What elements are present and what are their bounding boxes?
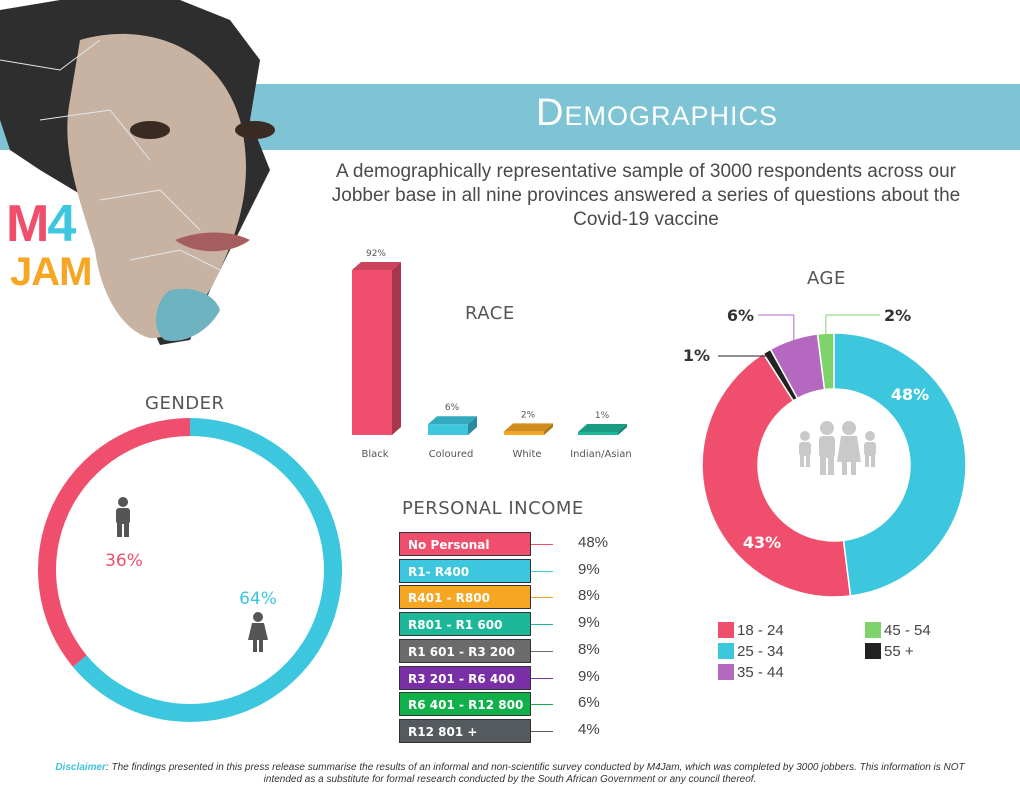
- age-label-18-24: 43%: [743, 533, 781, 552]
- disclaimer-label: Disclaimer: [55, 762, 106, 773]
- page-title: Demographics: [536, 92, 778, 134]
- race-category-label: Coloured: [429, 449, 474, 460]
- age-label-25-34: 48%: [891, 385, 929, 404]
- gender-label-male: 36%: [105, 551, 143, 571]
- income-connector: [531, 570, 553, 572]
- age-donut-chart: 48% 43% 6% 2% 1%: [683, 306, 967, 598]
- legend-swatch-55-plus: [865, 643, 881, 659]
- income-value-r1-r400: 9%: [578, 560, 600, 578]
- income-connector: [531, 597, 553, 599]
- race-title: RACE: [465, 303, 515, 324]
- gender-slice-male: [38, 418, 191, 667]
- income-row-r1-r400: R1- R400: [399, 558, 531, 583]
- income-row-r6-401-r12-800: R6 401 - R12 800: [399, 692, 531, 717]
- income-title: PERSONAL INCOME: [402, 498, 584, 519]
- income-value-r801-r1-600: 9%: [578, 614, 600, 632]
- africa-face-illustration: [0, 0, 275, 345]
- logo-m: M: [6, 195, 49, 253]
- gender-title: GENDER: [145, 393, 225, 414]
- age-callout-45-54: [825, 314, 880, 336]
- female-icon: [248, 612, 268, 652]
- male-icon: [116, 497, 130, 537]
- income-row-no-personal-income: No Personal Income: [399, 532, 531, 576]
- legend-label-18-24: 18 - 24: [737, 622, 784, 639]
- logo-jam: JAM: [10, 250, 92, 294]
- intro-text: A demographically representative sample …: [331, 161, 961, 230]
- legend-swatch-45-54: [865, 622, 881, 638]
- gender-donut-chart: 36% 64%: [38, 418, 342, 722]
- age-label-35-44: 6%: [727, 306, 754, 325]
- income-value-r401-r800: 8%: [578, 587, 600, 605]
- gender-slice-female: [72, 418, 342, 722]
- legend-swatch-18-24: [718, 622, 734, 638]
- race-category-label: Black: [361, 449, 388, 460]
- age-slice-35-44: [769, 333, 826, 400]
- income-connector: [531, 730, 553, 732]
- income-connector: [531, 677, 553, 679]
- income-row-r401-r800: R401 - R800: [399, 585, 531, 610]
- income-row-r12-801: R12 801 +: [399, 718, 531, 743]
- race-bar-chart: 92% Black 6% Coloured 2% White 1% Indian/Asian: [352, 249, 632, 460]
- age-title: AGE: [807, 268, 846, 289]
- race-value-label: 1%: [595, 411, 610, 421]
- age-callout-35-44: [758, 314, 795, 342]
- age-label-55-plus: 1%: [683, 346, 710, 365]
- age-slice-25-34: [833, 332, 967, 597]
- income-value-r3-201-r6-400: 9%: [578, 667, 600, 685]
- income-value-r1-601-r3-200: 8%: [578, 640, 600, 658]
- family-icon: [799, 421, 876, 475]
- legend-swatch-25-34: [718, 643, 734, 659]
- race-category-label: Indian/Asian: [570, 449, 632, 460]
- income-row-r1-601-r3-200: R1 601 - R3 200: [399, 638, 531, 663]
- income-value-r12-801: 4%: [578, 720, 600, 738]
- income-connector: [531, 624, 553, 626]
- race-value-label: 2%: [521, 410, 536, 420]
- income-value-r6-401-r12-800: 6%: [578, 694, 600, 712]
- age-slice-18-24: [701, 352, 852, 598]
- legend-label-45-54: 45 - 54: [884, 622, 931, 639]
- income-value-no-personal-income: 48%: [578, 534, 609, 551]
- race-value-label: 92%: [366, 249, 386, 259]
- race-value-label: 6%: [445, 403, 460, 413]
- race-bar-black: [352, 262, 401, 435]
- income-connector: [531, 650, 553, 652]
- logo-4: 4: [47, 195, 76, 253]
- income-row-r3-201-r6-400: R3 201 - R6 400: [399, 665, 531, 690]
- income-connector: [531, 544, 553, 545]
- m4jam-logo: M4: [6, 195, 76, 253]
- income-row-r801-r1-600: R801 - R1 600: [399, 612, 531, 637]
- race-bar-coloured: [428, 416, 477, 435]
- disclaimer-text: : The findings presented in this press r…: [105, 762, 965, 785]
- race-category-label: White: [512, 449, 541, 460]
- legend-label-25-34: 25 - 34: [737, 643, 784, 660]
- income-connector: [531, 704, 553, 706]
- gender-label-female: 64%: [239, 589, 277, 609]
- legend-swatch-35-44: [718, 664, 734, 680]
- age-callout-55-plus: [718, 355, 771, 357]
- disclaimer: Disclaimer: The findings presented in th…: [40, 762, 980, 786]
- legend-label-35-44: 35 - 44: [737, 664, 784, 681]
- race-bar-indian-asian: [578, 424, 627, 435]
- race-bar-white: [504, 423, 553, 435]
- legend-label-55-plus: 55 +: [884, 643, 914, 660]
- age-label-45-54: 2%: [884, 306, 911, 325]
